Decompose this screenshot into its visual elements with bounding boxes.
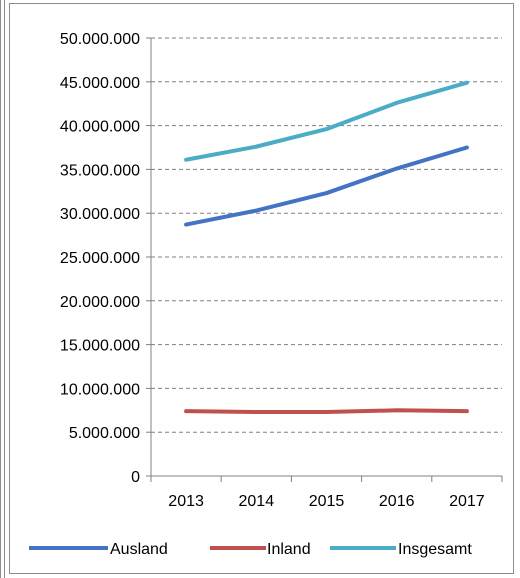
- legend-label-ausland: Ausland: [110, 541, 168, 558]
- y-tick-label: 10.000.000: [60, 381, 140, 398]
- series-line-inland: [184, 408, 469, 415]
- x-tick-label: 2017: [449, 493, 485, 510]
- y-tick-label: 15.000.000: [60, 338, 140, 355]
- x-tick-label: 2016: [379, 493, 415, 510]
- y-tick-label: 20.000.000: [60, 294, 140, 311]
- y-axis-ticks: 0 5.000.000 10.000.000 15.000.000 20.000.000…: [60, 31, 151, 486]
- y-tick-label: 25.000.000: [60, 250, 140, 267]
- y-tick-label: 30.000.000: [60, 206, 140, 223]
- legend-label-insgesamt: Insgesamt: [398, 541, 472, 558]
- y-tick-label: 35.000.000: [60, 162, 140, 179]
- x-tick-label: 2014: [239, 493, 275, 510]
- legend: Ausland Inland Insgesamt: [29, 541, 472, 558]
- x-tick-label: 2015: [309, 493, 345, 510]
- window-edge: [0, 0, 5, 578]
- x-tick-label: 2013: [168, 493, 204, 510]
- chart-frame: [9, 3, 514, 574]
- y-tick-label: 50.000.000: [60, 31, 140, 48]
- legend-label-inland: Inland: [267, 541, 311, 558]
- x-axis-ticks: 2013 2014 2015 2016 2017: [150, 476, 503, 510]
- y-tick-label: 5.000.000: [69, 425, 140, 442]
- y-tick-label: 0: [131, 469, 140, 486]
- series-line-ausland: [184, 145, 469, 227]
- y-tick-label: 45.000.000: [60, 75, 140, 92]
- y-tick-label: 40.000.000: [60, 119, 140, 136]
- series-lines: [184, 80, 469, 415]
- gridlines: [151, 37, 502, 433]
- series-line-insgesamt: [184, 80, 469, 162]
